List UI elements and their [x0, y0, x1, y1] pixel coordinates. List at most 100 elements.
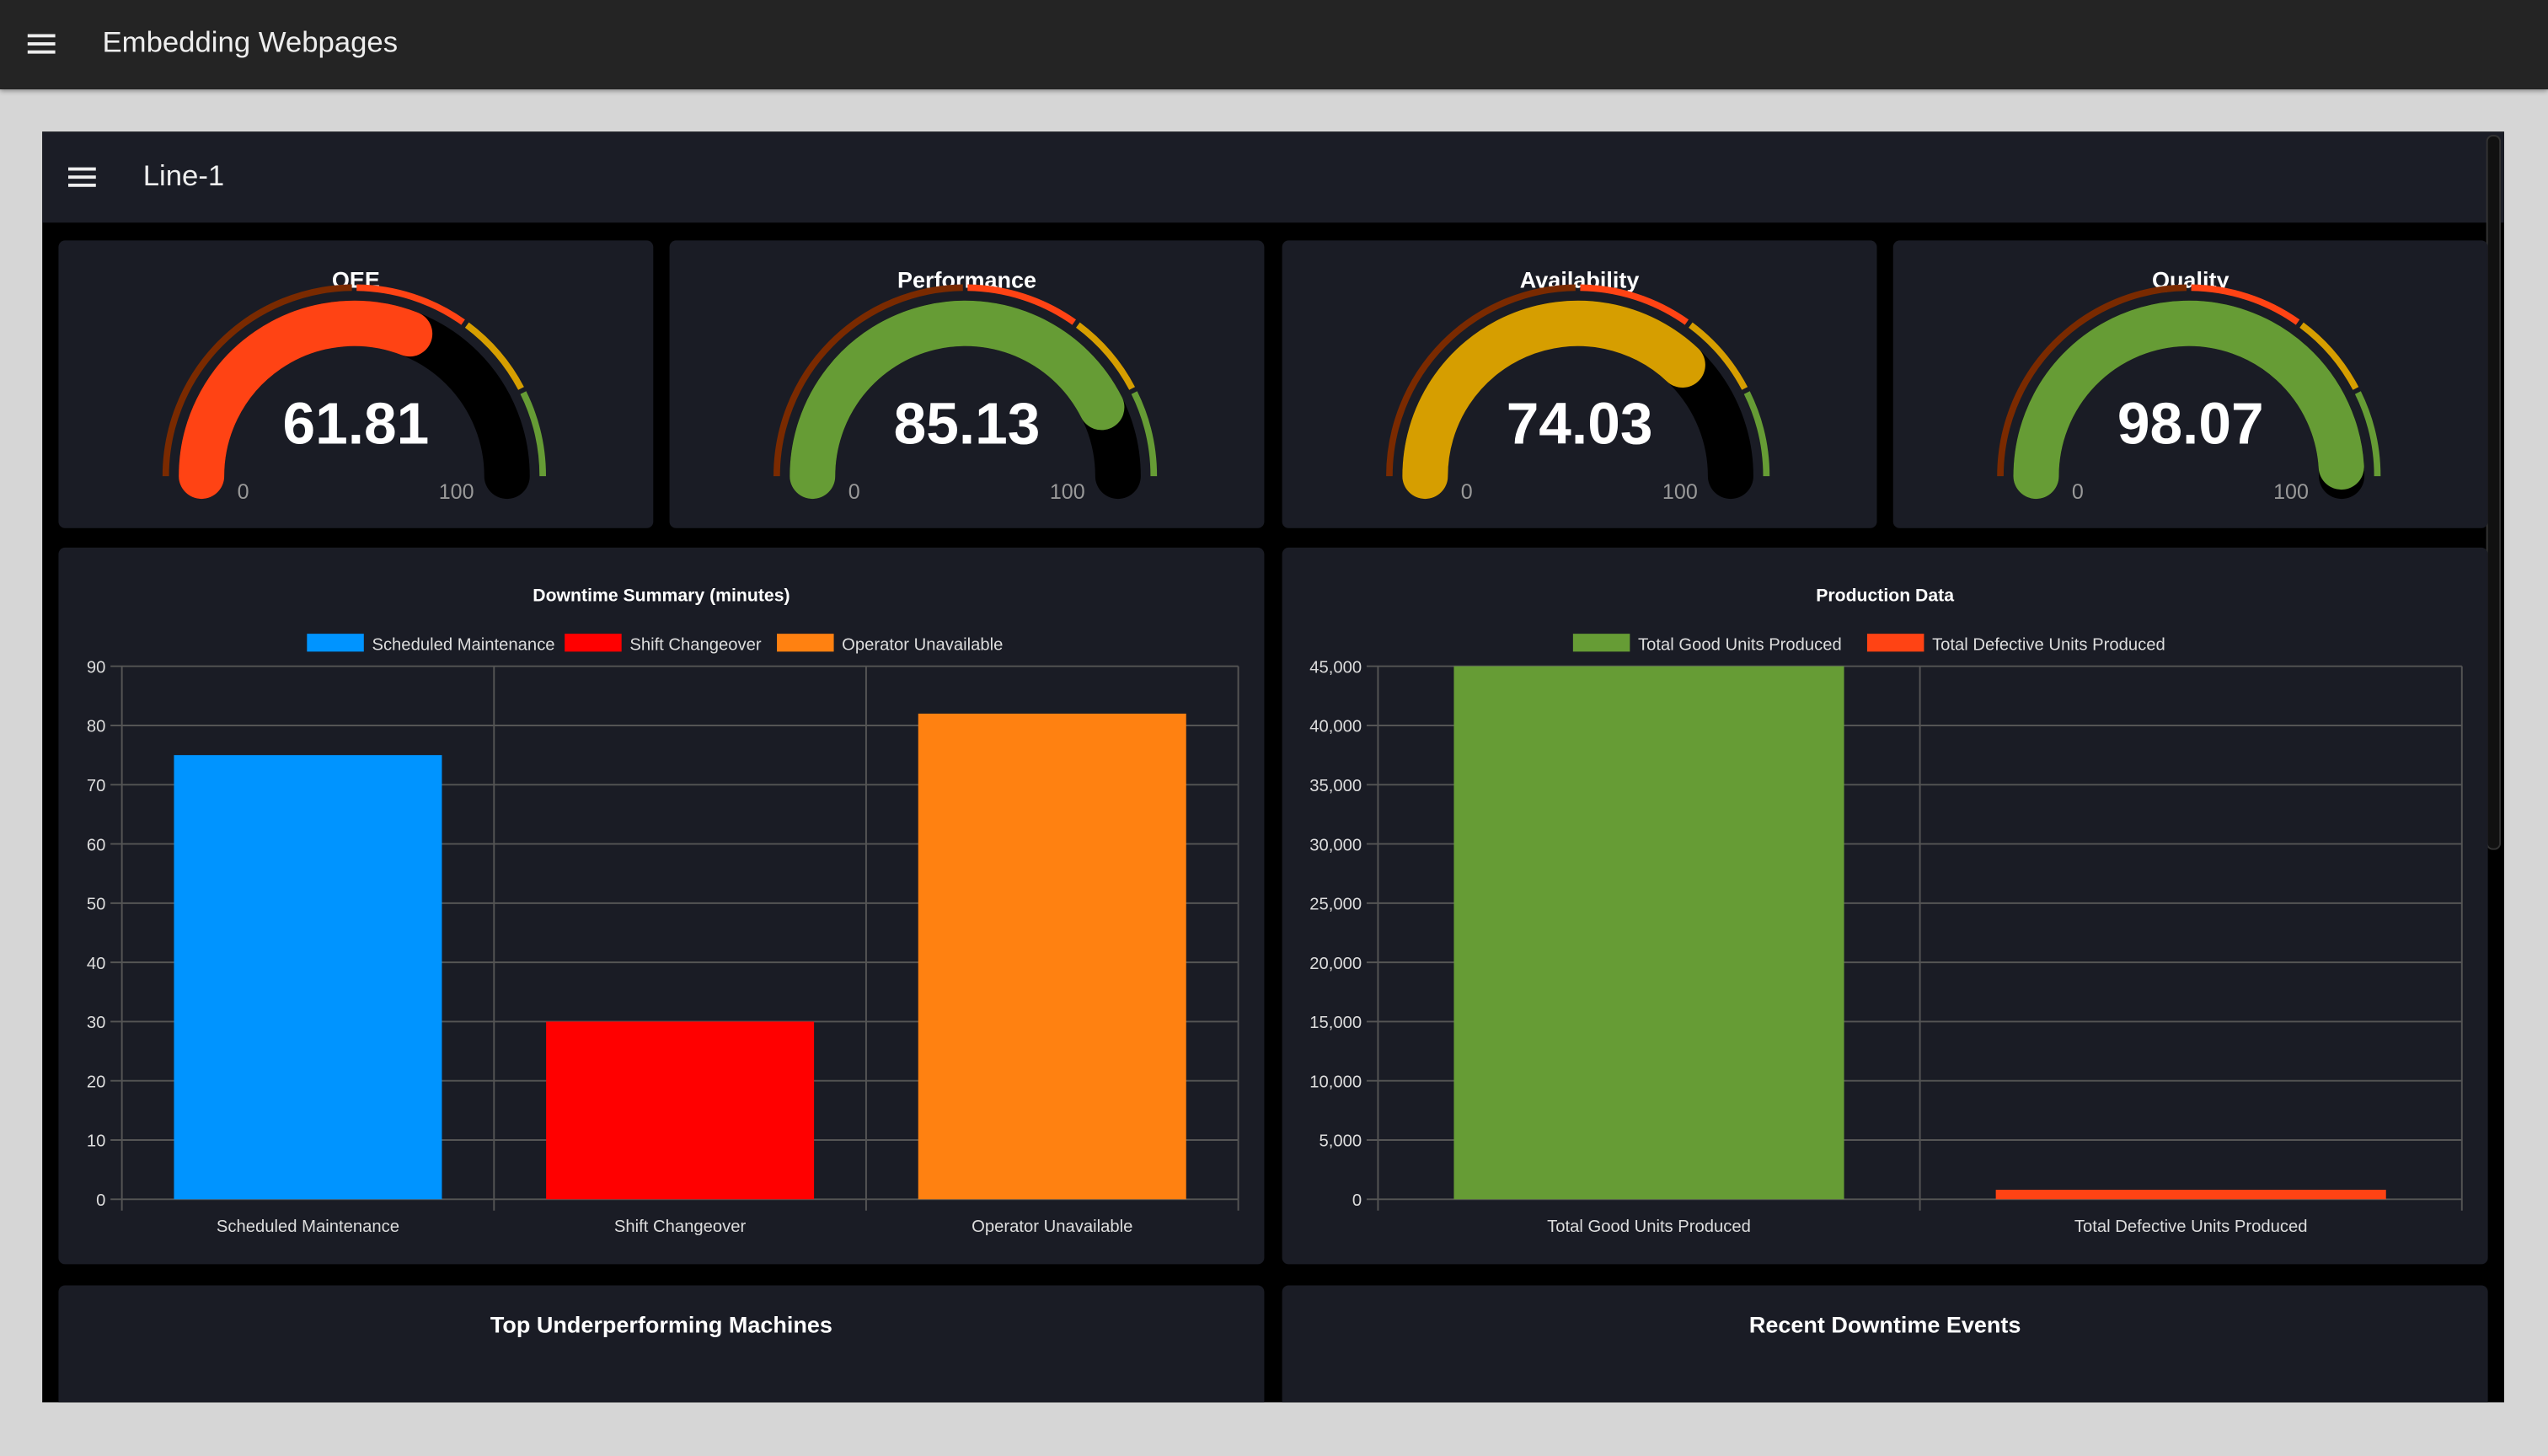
bar[interactable]: [1453, 666, 1844, 1200]
gauge-band-segment: [1997, 284, 2187, 477]
x-tick-label: Shift Changeover: [614, 1218, 747, 1236]
y-tick-label: 60: [87, 836, 106, 854]
gauge-max: 100: [1049, 479, 1085, 504]
x-tick-label: Total Defective Units Produced: [2074, 1218, 2308, 1236]
legend-label[interactable]: Total Good Units Produced: [1638, 635, 1842, 654]
legend: Total Good Units Produced Total Defective…: [1572, 634, 2165, 654]
legend: Scheduled Maintenance Shift Changeover Ope…: [307, 634, 1003, 654]
y-tick-label: 5,000: [1320, 1132, 1362, 1151]
y-tick-label: 80: [87, 718, 106, 736]
gauge-value: 85.13: [893, 389, 1041, 457]
gauge: [773, 284, 1158, 500]
gauge-fill: [790, 300, 1125, 500]
dashboard-header: Line-1: [42, 131, 2504, 223]
gauge-card-oee: OEE 61.81 0 100: [58, 240, 654, 528]
embedded-dashboard: Line-1 OEE 61.81 0 100 Performance 85.13 …: [42, 131, 2504, 1403]
gauge-band-segment: [1076, 322, 1136, 390]
legend-swatch[interactable]: [565, 634, 622, 652]
y-tick-label: 40,000: [1309, 718, 1362, 736]
bar[interactable]: [1995, 1190, 2386, 1200]
y-tick-label: 20,000: [1309, 955, 1362, 973]
gauge-band-segment: [1131, 391, 1158, 477]
scrollbar[interactable]: [2486, 135, 2502, 850]
gauge-min: 0: [237, 479, 249, 504]
x-tick-label: Operator Unavailable: [972, 1218, 1132, 1236]
y-tick-label: 45,000: [1309, 658, 1362, 677]
bar[interactable]: [546, 1021, 815, 1200]
gauge-card-performance: Performance 85.13 0 100: [669, 240, 1265, 528]
gauge-value: 98.07: [2117, 389, 2264, 457]
gauge-max: 100: [2273, 479, 2309, 504]
x-tick-label: Scheduled Maintenance: [217, 1218, 399, 1236]
x-tick-label: Total Good Units Produced: [1547, 1218, 1751, 1236]
recent-downtime-events-card: Recent Downtime Events: [1282, 1285, 2488, 1403]
gauge: [162, 284, 546, 500]
gauge-value: 61.81: [282, 389, 430, 457]
gauge-max: 100: [1662, 479, 1698, 504]
production-data-card: Production Data Total Good Units Produce…: [1282, 547, 2488, 1265]
legend-label[interactable]: Operator Unavailable: [842, 635, 1003, 654]
y-tick-label: 90: [87, 658, 106, 677]
hamburger-icon[interactable]: [67, 167, 96, 187]
chart-title: Downtime Summary (minutes): [533, 586, 790, 607]
legend-swatch[interactable]: [777, 634, 834, 652]
top-underperforming-machines-card: Top Underperforming Machines: [58, 1285, 1265, 1403]
gauge-band-segment: [464, 322, 524, 390]
gauge-title: Performance: [897, 266, 1037, 293]
gauge-fill: [179, 300, 433, 500]
production-chart: Total Good Units Produced Total Defective…: [1309, 634, 2463, 1236]
card-title: Recent Downtime Events: [1748, 1311, 2021, 1338]
downtime-summary-card: Downtime Summary (minutes) Scheduled Mai…: [58, 547, 1265, 1265]
downtime-chart: Scheduled Maintenance Shift Changeover Ope…: [87, 634, 1239, 1236]
gauge-max: 100: [438, 479, 474, 504]
gauge-band-segment: [967, 284, 1077, 325]
y-tick-label: 30,000: [1309, 836, 1362, 854]
gauge-value: 74.03: [1506, 389, 1653, 457]
gauge-min: 0: [2071, 479, 2084, 504]
gauge-band-segment: [1386, 284, 1576, 477]
gauge-band-segment: [1743, 391, 1770, 477]
chart-title: Production Data: [1816, 586, 1955, 607]
app-bar: Embedding Webpages: [0, 0, 2548, 90]
app-title: Embedding Webpages: [102, 25, 399, 59]
y-tick-label: 20: [87, 1073, 106, 1091]
gauge-min: 0: [1460, 479, 1473, 504]
y-tick-label: 70: [87, 777, 106, 795]
legend-label[interactable]: Shift Changeover: [629, 635, 762, 654]
gauge-band-segment: [1689, 322, 1748, 390]
y-tick-label: 40: [87, 955, 106, 973]
bar[interactable]: [174, 755, 442, 1200]
gauge-min: 0: [848, 479, 860, 504]
y-tick-label: 25,000: [1309, 896, 1362, 914]
y-tick-label: 10,000: [1309, 1073, 1362, 1091]
y-tick-label: 15,000: [1309, 1014, 1362, 1032]
gauge-fill: [1402, 300, 1705, 500]
gauge-band-segment: [2191, 284, 2300, 325]
legend-swatch[interactable]: [307, 634, 364, 652]
y-tick-label: 10: [87, 1132, 106, 1151]
y-tick-label: 30: [87, 1014, 106, 1032]
bar[interactable]: [918, 713, 1186, 1200]
page-title: Line-1: [142, 158, 225, 192]
y-tick-label: 0: [1352, 1191, 1362, 1210]
gauge-card-quality: Quality 98.07 0 100: [1892, 240, 2488, 528]
gauge-band-segment: [520, 391, 546, 477]
y-tick-label: 0: [96, 1191, 105, 1210]
y-tick-label: 35,000: [1309, 777, 1362, 795]
y-tick-label: 50: [87, 896, 106, 914]
gauge-title: Availability: [1519, 266, 1640, 293]
hamburger-icon[interactable]: [27, 34, 56, 54]
legend-swatch[interactable]: [1572, 634, 1630, 652]
gauge: [1386, 284, 1770, 500]
legend-label[interactable]: Scheduled Maintenance: [372, 635, 554, 654]
gauge: [1997, 284, 2381, 500]
legend-label[interactable]: Total Defective Units Produced: [1932, 635, 2165, 654]
card-title: Top Underperforming Machines: [490, 1311, 832, 1338]
gauge-card-availability: Availability 74.03 0 100: [1282, 240, 1877, 528]
gauge-fill: [2013, 300, 2364, 500]
gauge-band-segment: [356, 284, 465, 325]
gauge-band-segment: [773, 284, 963, 477]
gauge-band-segment: [2299, 322, 2359, 390]
legend-swatch[interactable]: [1866, 634, 1924, 652]
